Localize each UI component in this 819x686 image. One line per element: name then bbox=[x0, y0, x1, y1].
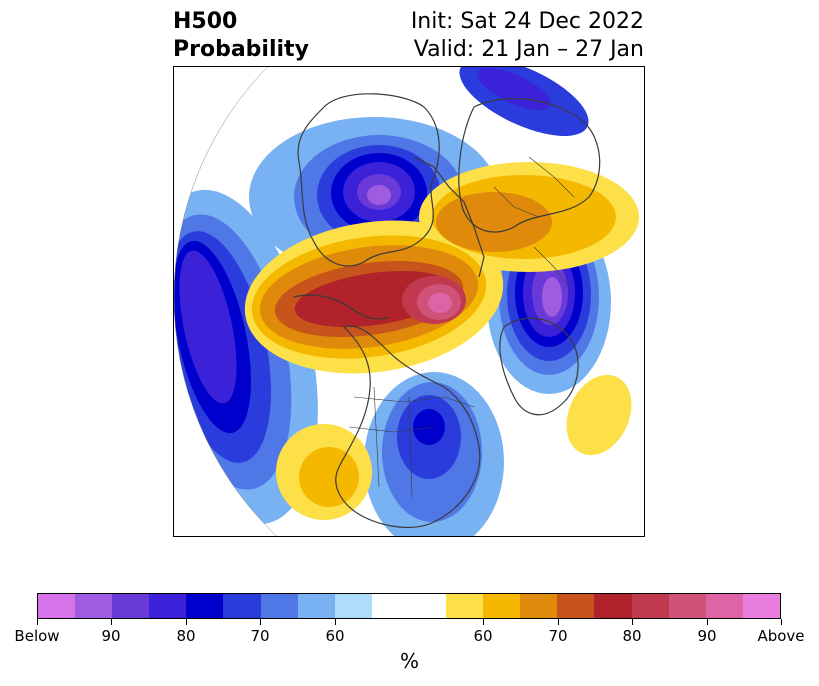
colorbar-tick-label: Below bbox=[14, 627, 60, 645]
borders bbox=[348, 156, 575, 498]
contour-below-2 bbox=[367, 185, 391, 205]
colorbar-tick-label: 70 bbox=[548, 627, 568, 645]
colorbar-tick bbox=[37, 619, 38, 625]
colorbar-swatch bbox=[38, 594, 76, 618]
colorbar-tick bbox=[632, 619, 633, 625]
colorbar-tick bbox=[558, 619, 559, 625]
contour-above-3 bbox=[436, 192, 552, 252]
contour-below-4 bbox=[179, 250, 237, 404]
colorbar-tick bbox=[186, 619, 187, 625]
colorbar-tick bbox=[335, 619, 336, 625]
colorbar-tick bbox=[707, 619, 708, 625]
colorbar-swatch bbox=[149, 594, 187, 618]
colorbar-swatch bbox=[75, 594, 113, 618]
colorbar-swatch bbox=[297, 594, 335, 618]
colorbar-tick-label: 60 bbox=[325, 627, 345, 645]
colorbar-unit-label: % bbox=[399, 649, 419, 673]
colorbar-swatch bbox=[742, 594, 780, 618]
colorbar-tick bbox=[483, 619, 484, 625]
map-graphic bbox=[174, 67, 639, 536]
map-dates: Init: Sat 24 Dec 2022 Valid: 21 Jan – 27… bbox=[411, 8, 644, 64]
contour-below-5 bbox=[413, 409, 445, 445]
colorbar-swatch bbox=[594, 594, 632, 618]
colorbar-swatch bbox=[520, 594, 558, 618]
colorbar-tick bbox=[781, 619, 782, 625]
colorbar-swatch bbox=[223, 594, 261, 618]
colorbar-tick-label: 70 bbox=[250, 627, 270, 645]
valid-range: Valid: 21 Jan – 27 Jan bbox=[413, 37, 644, 62]
anomaly-above-pole bbox=[244, 162, 639, 374]
colorbar-tick bbox=[260, 619, 261, 625]
colorbar-swatch bbox=[371, 594, 409, 618]
colorbar-swatch bbox=[705, 594, 743, 618]
colorbar-tick-label: Above bbox=[757, 627, 805, 645]
anomaly-below-bottom bbox=[364, 372, 504, 536]
colorbar-tick bbox=[111, 619, 112, 625]
colorbar-swatch bbox=[446, 594, 484, 618]
map-title: H500 Probability bbox=[173, 8, 309, 64]
colorbar-tick-label: 80 bbox=[622, 627, 642, 645]
contour-above-2 bbox=[299, 447, 359, 507]
colorbar-swatch bbox=[631, 594, 669, 618]
coastlines bbox=[293, 93, 601, 528]
colorbar-swatch bbox=[260, 594, 298, 618]
init-date: Init: Sat 24 Dec 2022 bbox=[410, 9, 644, 34]
colorbar-swatch bbox=[557, 594, 595, 618]
colorbar-tick-label: 90 bbox=[697, 627, 717, 645]
colorbar-swatch bbox=[186, 594, 224, 618]
contour-below-2 bbox=[542, 277, 562, 317]
contour-above-1 bbox=[566, 374, 632, 456]
colorbar-swatch bbox=[483, 594, 521, 618]
colorbar bbox=[37, 593, 781, 619]
colorbar-swatch bbox=[408, 594, 447, 618]
contour-above-8 bbox=[428, 293, 452, 313]
probability-map bbox=[173, 66, 645, 537]
anomaly-above-south bbox=[276, 374, 632, 520]
colorbar-tick-label: 90 bbox=[101, 627, 121, 645]
colorbar-swatch bbox=[112, 594, 150, 618]
colorbar-tick-label: 60 bbox=[473, 627, 493, 645]
colorbar-swatch bbox=[668, 594, 706, 618]
colorbar-swatch bbox=[334, 594, 372, 618]
title-product: Probability bbox=[173, 37, 309, 62]
colorbar-tick-label: 80 bbox=[176, 627, 196, 645]
title-variable: H500 bbox=[173, 9, 238, 34]
